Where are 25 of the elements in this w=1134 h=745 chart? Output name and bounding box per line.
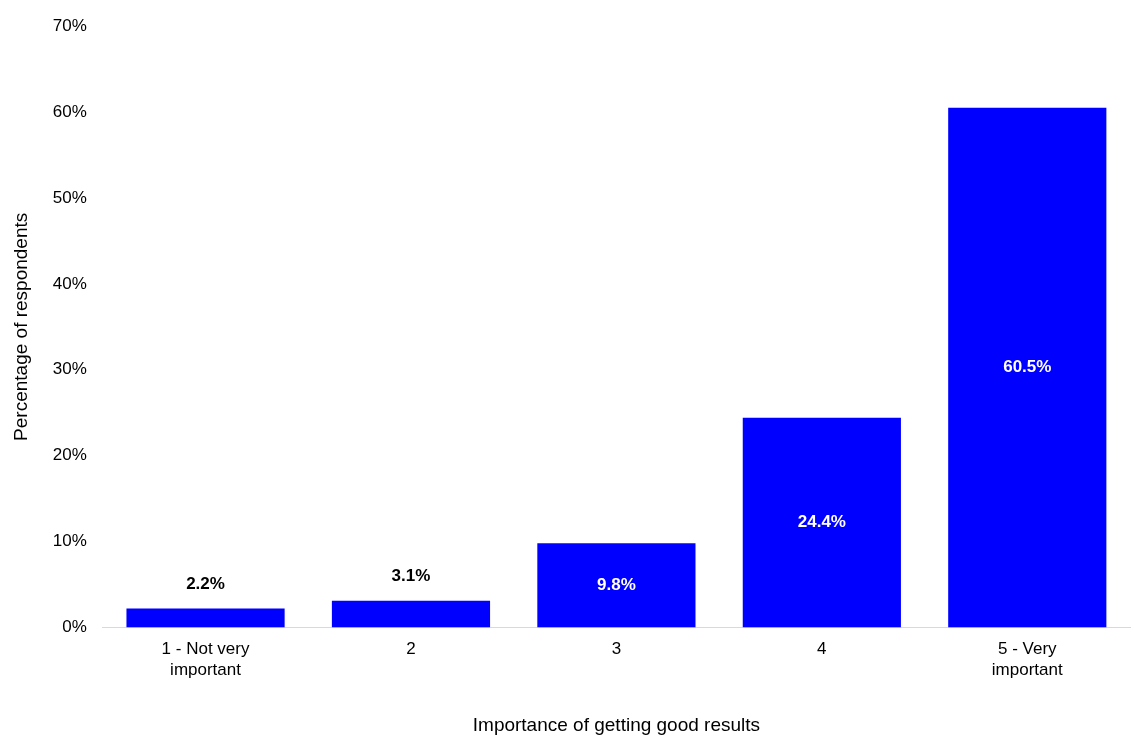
- x-tick-label: 1 - Not very important: [161, 639, 250, 679]
- data-label: 24.4%: [797, 512, 846, 532]
- x-tick-label: 4: [817, 639, 827, 659]
- y-tick-label: 50%: [52, 187, 87, 207]
- bar: [948, 107, 1107, 628]
- x-tick-label: 5 - Very important: [991, 639, 1063, 679]
- y-tick-label: 70%: [52, 15, 87, 35]
- y-tick-label: 30%: [52, 359, 87, 379]
- y-tick-label: 60%: [52, 101, 87, 121]
- bar: [126, 608, 285, 628]
- bar: [742, 417, 901, 628]
- data-label: 3.1%: [391, 566, 431, 586]
- bar: [331, 600, 491, 628]
- y-tick-label: 10%: [52, 531, 87, 551]
- data-label: 60.5%: [1003, 357, 1052, 377]
- data-label: 9.8%: [597, 575, 636, 594]
- data-label: 2.2%: [186, 574, 225, 594]
- bar: [537, 543, 696, 628]
- y-tick-label: 0%: [62, 617, 87, 637]
- x-tick-label: 3: [611, 639, 622, 659]
- y-tick-label: 20%: [52, 445, 87, 465]
- y-tick-label: 40%: [52, 273, 87, 293]
- y-axis-title: Percentage of respondents: [9, 212, 31, 441]
- x-tick-label: 2: [406, 639, 416, 659]
- x-axis-title: Importance of getting good results: [472, 713, 761, 735]
